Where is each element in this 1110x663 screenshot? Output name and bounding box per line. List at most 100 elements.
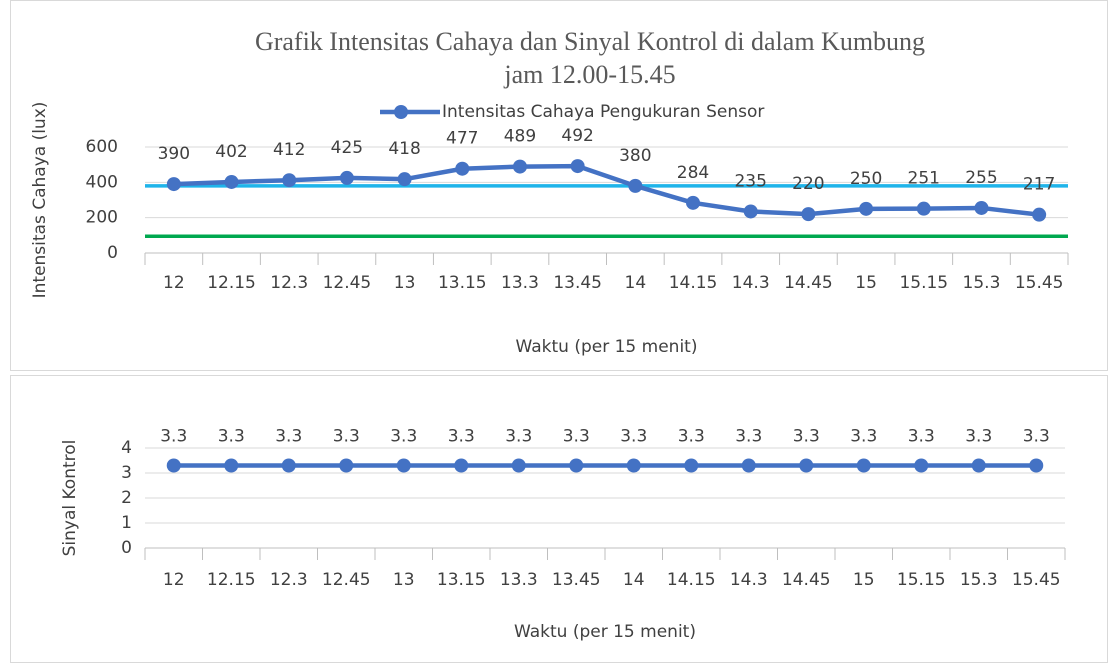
chart-title: jam 12.00-15.45 (503, 60, 675, 89)
data-label: 402 (215, 142, 247, 162)
point (455, 161, 470, 176)
data-label: 3.3 (563, 427, 590, 447)
x-tick-label: 12.45 (322, 570, 371, 590)
point (570, 159, 585, 174)
data-label: 3.3 (448, 427, 475, 447)
point (859, 201, 874, 216)
x-tick-label: 15 (855, 273, 877, 293)
point (569, 458, 584, 473)
x-tick-label: 14 (625, 273, 647, 293)
point (511, 458, 526, 473)
point (1032, 207, 1047, 222)
x-tick-label: 15.45 (1012, 570, 1061, 590)
x-tick-label: 13 (394, 273, 416, 293)
x-tick-label: 13.15 (438, 273, 487, 293)
point (512, 159, 527, 174)
x-tick-label: 12.15 (207, 570, 256, 590)
chart-title: Grafik Intensitas Cahaya dan Sinyal Kont… (255, 27, 925, 56)
data-label: 251 (908, 169, 940, 189)
data-label: 3.3 (1023, 427, 1050, 447)
x-tick-label: 12 (163, 273, 185, 293)
y-axis-label: Intensitas Cahaya (lux) (30, 102, 50, 299)
data-label: 3.3 (218, 427, 245, 447)
point (397, 172, 412, 187)
x-tick-label: 15.3 (960, 570, 998, 590)
point (799, 458, 814, 473)
point (1029, 458, 1044, 473)
point (971, 458, 986, 473)
point (856, 458, 871, 473)
x-tick-label: 13.45 (553, 273, 602, 293)
x-tick-label: 15 (853, 570, 875, 590)
point (916, 201, 931, 216)
point (743, 204, 758, 219)
x-tick-label: 13.3 (501, 273, 539, 293)
data-label: 3.3 (908, 427, 935, 447)
data-label: 3.3 (160, 427, 187, 447)
y-tick-label: 0 (107, 243, 118, 263)
x-tick-label: 13.45 (552, 570, 601, 590)
data-label: 412 (273, 140, 305, 160)
point (684, 458, 699, 473)
data-label: 3.3 (850, 427, 877, 447)
data-label: 3.3 (735, 427, 762, 447)
x-tick-label: 15.3 (963, 273, 1001, 293)
data-label: 3.3 (505, 427, 532, 447)
y-axis-label: Sinyal Kontrol (60, 440, 80, 557)
y-tick-label: 400 (86, 172, 118, 192)
data-label: 3.3 (965, 427, 992, 447)
data-label: 250 (850, 169, 882, 189)
point (686, 195, 701, 210)
y-tick-label: 2 (121, 488, 132, 508)
point (628, 178, 643, 193)
data-label: 284 (677, 163, 709, 183)
x-tick-label: 12 (163, 570, 185, 590)
point (741, 458, 756, 473)
data-label: 3.3 (678, 427, 705, 447)
x-tick-label: 14.15 (669, 273, 718, 293)
y-tick-label: 4 (121, 438, 132, 458)
point (454, 458, 469, 473)
x-tick-label: 14.15 (667, 570, 716, 590)
data-label: 3.3 (620, 427, 647, 447)
x-tick-label: 15.45 (1015, 273, 1064, 293)
x-tick-label: 13.15 (437, 570, 486, 590)
panel-2 (10, 375, 1108, 663)
data-label: 220 (792, 174, 824, 194)
data-label: 489 (504, 127, 536, 147)
x-tick-label: 13 (393, 570, 415, 590)
x-tick-label: 15.15 (899, 273, 948, 293)
point (396, 458, 411, 473)
data-label: 3.3 (390, 427, 417, 447)
x-axis-label: Waktu (per 15 menit) (514, 622, 696, 642)
x-tick-label: 14 (623, 570, 645, 590)
data-label: 477 (446, 129, 478, 149)
point (801, 207, 816, 222)
data-label: 3.3 (793, 427, 820, 447)
x-tick-label: 12.3 (270, 570, 308, 590)
data-label: 3.3 (275, 427, 302, 447)
legend-marker (394, 105, 408, 119)
x-axis-label: Waktu (per 15 menit) (516, 337, 698, 357)
data-label: 255 (965, 168, 997, 188)
data-label: 380 (619, 146, 651, 166)
data-label: 492 (561, 126, 593, 146)
point (281, 458, 296, 473)
point (224, 458, 239, 473)
point (914, 458, 929, 473)
x-tick-label: 14.45 (784, 273, 833, 293)
point (626, 458, 641, 473)
series-line (173, 163, 1040, 217)
x-tick-label: 12.3 (270, 273, 308, 293)
y-tick-label: 600 (86, 137, 118, 157)
point (224, 174, 239, 189)
data-label: 425 (331, 138, 363, 158)
y-tick-label: 0 (121, 538, 132, 558)
point (974, 200, 989, 215)
legend-label: Intensitas Cahaya Pengukuran Sensor (442, 102, 764, 122)
x-tick-label: 14.3 (730, 570, 768, 590)
point (282, 173, 297, 188)
y-tick-label: 200 (86, 208, 118, 228)
point (339, 458, 354, 473)
